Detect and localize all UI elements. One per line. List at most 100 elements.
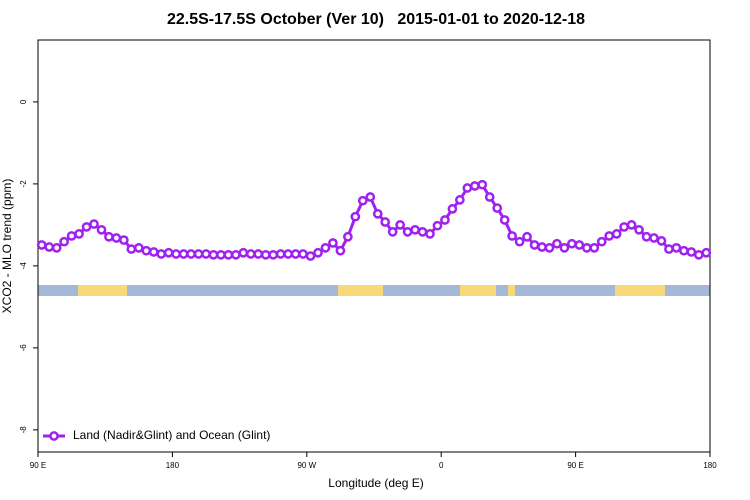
- data-point: [679, 245, 689, 256]
- data-point: [626, 220, 637, 230]
- data-point: [320, 242, 331, 253]
- data-point: [611, 229, 622, 239]
- y-tick-label: 0: [19, 99, 28, 104]
- data-point: [499, 215, 510, 225]
- x-tick-label: 90 E: [30, 461, 46, 470]
- data-point: [74, 229, 84, 239]
- data-point: [290, 249, 301, 259]
- data-point: [522, 231, 532, 242]
- data-point: [305, 251, 316, 261]
- data-point: [66, 231, 77, 241]
- x-tick-label: 90 W: [297, 461, 316, 470]
- data-point: [365, 192, 376, 202]
- data-point: [51, 242, 62, 253]
- data-point: [380, 217, 391, 227]
- data-point: [649, 233, 659, 243]
- data-point: [552, 238, 562, 249]
- data-point: [514, 236, 525, 247]
- data-point: [313, 247, 323, 258]
- data-point: [357, 195, 368, 206]
- data-point: [104, 231, 114, 242]
- data-point: [81, 222, 92, 232]
- land-band: [508, 285, 515, 296]
- legend-entry: Land (Nadir&Glint) and Ocean (Glint): [43, 428, 270, 442]
- land-band: [460, 285, 496, 296]
- data-point: [469, 181, 480, 191]
- data-point: [268, 249, 279, 260]
- y-axis-label: XCO2 - MLO trend (ppm): [0, 179, 14, 314]
- data-point: [477, 179, 488, 190]
- data-point: [350, 211, 361, 222]
- x-tick-label: 0: [439, 461, 444, 470]
- data-point: [89, 219, 99, 229]
- data-point: [671, 242, 682, 253]
- data-point: [148, 247, 159, 257]
- data-point: [387, 227, 398, 237]
- data-point: [208, 249, 219, 260]
- data-point: [686, 247, 697, 257]
- data-point: [178, 249, 189, 259]
- data-point: [447, 204, 458, 214]
- data-point: [133, 242, 144, 253]
- data-point: [119, 235, 129, 245]
- data-point: [440, 215, 450, 225]
- data-point: [492, 203, 503, 213]
- y-tick-label: -2: [19, 180, 28, 188]
- data-point: [425, 229, 435, 239]
- data-point: [656, 236, 667, 246]
- land-band: [615, 285, 665, 296]
- data-point: [141, 245, 152, 256]
- data-point: [529, 240, 540, 250]
- data-point: [328, 238, 338, 248]
- x-axis-label: Longitude (deg E): [328, 476, 423, 490]
- data-point: [245, 249, 256, 259]
- data-point: [455, 195, 465, 205]
- data-point: [96, 224, 107, 235]
- data-point: [544, 242, 555, 253]
- data-point: [432, 220, 443, 231]
- data-point: [693, 249, 704, 260]
- land-band: [78, 285, 127, 296]
- data-point: [574, 240, 585, 250]
- data-point: [126, 244, 137, 254]
- data-point: [343, 231, 353, 242]
- y-tick-label: -6: [19, 344, 28, 352]
- data-point: [417, 227, 428, 237]
- data-point: [372, 208, 383, 219]
- data-point: [193, 249, 204, 259]
- data-point: [335, 245, 346, 256]
- x-tick-label: 180: [166, 461, 180, 470]
- x-tick-label: 180: [703, 461, 717, 470]
- data-point: [260, 249, 271, 260]
- data-point: [36, 240, 47, 250]
- y-tick-label: -8: [19, 426, 28, 434]
- chart-title: 22.5S-17.5S October (Ver 10) 2015-01-01 …: [167, 11, 585, 28]
- land-ocean-band: [38, 285, 710, 296]
- data-point: [410, 224, 420, 235]
- data-point: [664, 244, 674, 254]
- data-point: [298, 249, 308, 259]
- data-point: [59, 236, 69, 247]
- data-point: [589, 242, 600, 253]
- data-point: [559, 242, 570, 253]
- data-point: [283, 249, 293, 259]
- data-point: [641, 231, 652, 242]
- data-point: [395, 220, 405, 230]
- data-point: [537, 242, 547, 252]
- data-point: [111, 233, 122, 243]
- data-point: [619, 222, 629, 232]
- data-point: [186, 249, 196, 259]
- data-point: [238, 247, 249, 258]
- data-point: [156, 249, 167, 259]
- legend-marker: [49, 431, 59, 441]
- data-point: [163, 247, 174, 258]
- data-point: [275, 249, 286, 259]
- x-tick-label: 90 E: [567, 461, 583, 470]
- legend-label: Land (Nadir&Glint) and Ocean (Glint): [73, 428, 270, 442]
- data-point: [231, 249, 241, 260]
- data-point: [484, 192, 495, 202]
- data-point: [634, 224, 644, 235]
- data-point: [253, 249, 264, 259]
- data-point: [701, 247, 712, 258]
